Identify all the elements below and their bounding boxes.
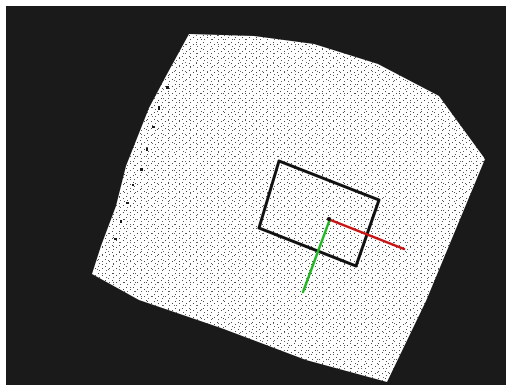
point-cloud-viewport[interactable]	[6, 6, 506, 385]
axes-origin	[327, 217, 331, 221]
plane-hole-outline	[257, 159, 381, 268]
x-axis-line	[326, 217, 406, 251]
point-cloud-canvas[interactable]	[6, 6, 506, 385]
point-cloud-edge-noise	[114, 86, 169, 240]
y-axis-line	[301, 217, 332, 294]
point-cloud-speckle-secondary	[92, 34, 485, 382]
